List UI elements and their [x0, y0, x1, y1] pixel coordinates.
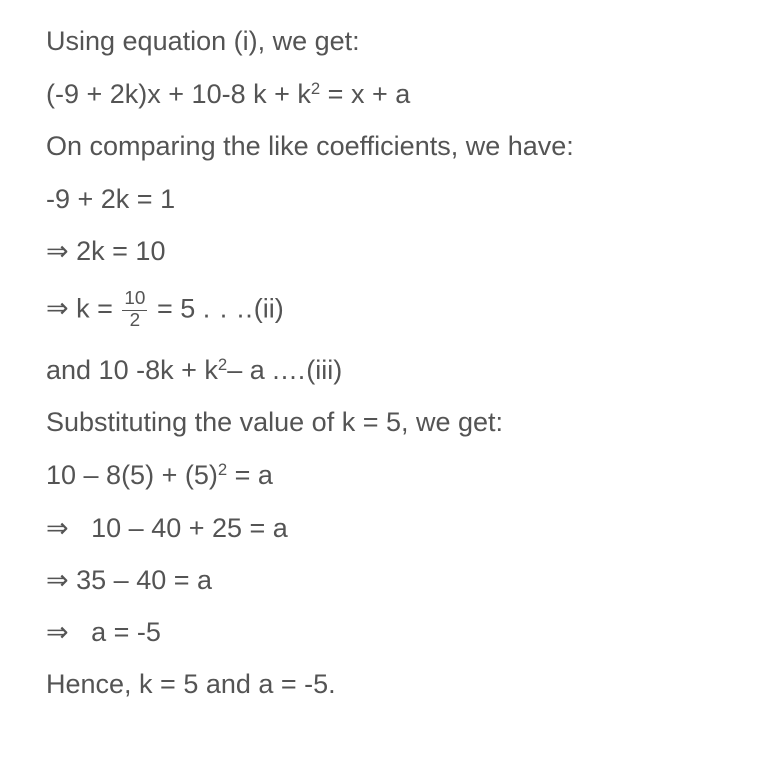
eq6-lhs: k = [76, 293, 120, 323]
eq2-right: = x + a [320, 79, 410, 109]
implies-arrow-icon: ⇒ [46, 238, 69, 265]
eq10-body: 10 – 40 + 25 = a [91, 513, 288, 543]
equation-line-12: ⇒ a = -5 [46, 619, 731, 646]
eq2-left: (-9 + 2k)x + 10-8 k + k [46, 79, 311, 109]
implies-arrow-icon: ⇒ [46, 619, 69, 646]
text-line-1: Using equation (i), we get: [46, 28, 731, 55]
equation-line-2: (-9 + 2k)x + 10-8 k + k2 = x + a [46, 80, 731, 108]
math-solution-page: Using equation (i), we get: (-9 + 2k)x +… [0, 0, 761, 772]
eq6-rhs: = 5 [149, 293, 202, 323]
eq12-body: a = -5 [91, 617, 161, 647]
equation-line-10: ⇒ 10 – 40 + 25 = a [46, 515, 731, 542]
eq7-ref: (iii) [306, 355, 342, 385]
equation-line-4: -9 + 2k = 1 [46, 186, 731, 213]
implies-arrow-icon: ⇒ [46, 567, 69, 594]
equation-line-11: ⇒ 35 – 40 = a [46, 567, 731, 594]
eq7-left: and 10 -8k + k [46, 355, 218, 385]
ellipsis-dots: .... [272, 355, 306, 385]
fraction-denominator: 2 [122, 311, 147, 331]
equation-line-7: and 10 -8k + k2– a ....(iii) [46, 356, 731, 384]
equation-line-5: ⇒ 2k = 10 [46, 238, 731, 265]
eq6-ref: (ii) [254, 293, 284, 323]
eq5-body: 2k = 10 [76, 236, 165, 266]
equation-line-9: 10 – 8(5) + (5)2 = a [46, 461, 731, 489]
text-line-13: Hence, k = 5 and a = -5. [46, 671, 731, 698]
eq7-mid: – a [227, 355, 272, 385]
eq9-right: = a [227, 460, 273, 490]
text-line-3: On comparing the like coefficients, we h… [46, 133, 731, 160]
eq11-body: 35 – 40 = a [76, 565, 212, 595]
exponent-2-b: 2 [218, 355, 227, 374]
implies-arrow-icon: ⇒ [46, 295, 69, 322]
ellipsis-dots: . . .. [203, 293, 254, 323]
exponent-2-a: 2 [311, 79, 320, 98]
fraction-numerator: 10 [122, 290, 147, 311]
equation-line-6: ⇒ k = 102 = 5 . . ..(ii) [46, 290, 731, 331]
fraction-10-over-2: 102 [122, 290, 147, 331]
eq9-left: 10 – 8(5) + (5) [46, 460, 218, 490]
text-line-8: Substituting the value of k = 5, we get: [46, 409, 731, 436]
exponent-2-c: 2 [218, 460, 227, 479]
implies-arrow-icon: ⇒ [46, 515, 69, 542]
